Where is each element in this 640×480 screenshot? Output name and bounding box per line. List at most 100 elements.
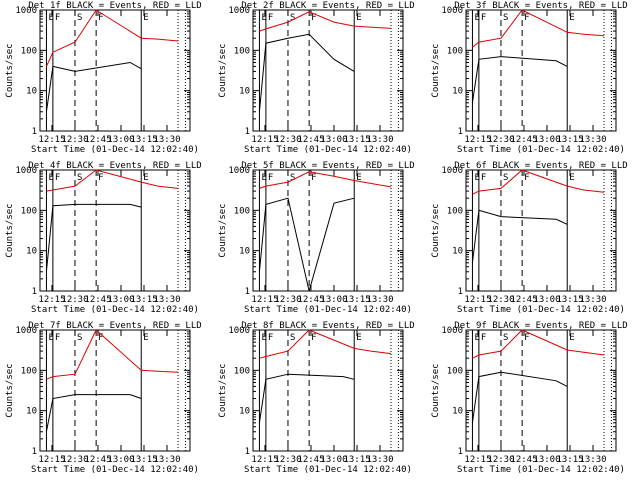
x-tick-label: 13:30 xyxy=(579,455,606,465)
lld-series-line xyxy=(472,329,605,359)
y-tick-label: 100 xyxy=(21,206,37,216)
x-tick-label: 12:45 xyxy=(297,455,324,465)
event-marker-label: S xyxy=(77,333,82,343)
x-tick-label: 13:30 xyxy=(153,295,180,305)
y-tick-label: 1 xyxy=(245,127,250,137)
x-tick-label: 13:00 xyxy=(320,455,347,465)
event-marker-label: F xyxy=(268,13,273,23)
event-marker-label: E xyxy=(48,333,53,343)
y-tick-label: 1000 xyxy=(441,166,463,176)
event-marker-label: F xyxy=(98,13,103,23)
x-tick-label: 13:30 xyxy=(366,135,393,145)
y-axis-label: Counts/sec xyxy=(5,43,15,97)
x-tick-label: 13:15 xyxy=(556,135,583,145)
y-tick-label: 1 xyxy=(245,287,250,297)
x-tick-label: 13:15 xyxy=(343,455,370,465)
chart-title: Det 4f BLACK = Events, RED = LLD xyxy=(28,161,201,171)
event-marker-label: S xyxy=(503,13,508,23)
event-marker-label: F xyxy=(98,333,103,343)
event-marker-label: E xyxy=(356,333,361,343)
x-tick-label: 12:30 xyxy=(274,135,301,145)
event-marker-label: F xyxy=(481,13,486,23)
y-tick-label: 10 xyxy=(26,407,37,417)
chart-panel-3: Det 3f BLACK = Events, RED = LLD 1 10 100 10… xyxy=(431,1,628,155)
y-tick-label: 1 xyxy=(458,447,463,457)
chart-title: Det 6f BLACK = Events, RED = LLD xyxy=(454,161,627,171)
x-tick-label: 12:45 xyxy=(84,135,111,145)
y-tick-label: 10 xyxy=(26,87,37,97)
chart-title: Det 5f BLACK = Events, RED = LLD xyxy=(241,161,414,171)
lld-series-line xyxy=(259,11,392,32)
y-tick-label: 100 xyxy=(21,46,37,56)
event-marker-label: S xyxy=(503,173,508,183)
y-tick-label: 1000 xyxy=(228,326,250,336)
x-tick-label: 12:15 xyxy=(251,455,278,465)
x-tick-label: 12:30 xyxy=(487,135,514,145)
events-series-line xyxy=(258,373,355,423)
x-tick-label: 12:30 xyxy=(487,455,514,465)
lld-series-line xyxy=(259,329,392,359)
x-axis-label: Start Time (01-Dec-14 12:02:40) xyxy=(457,465,625,475)
x-tick-label: 13:00 xyxy=(533,135,560,145)
lld-series-line xyxy=(472,169,605,195)
chart-panel-6: Det 6f BLACK = Events, RED = LLD 1 10 100 10… xyxy=(431,161,628,315)
chart-panel-1: Det 1f BLACK = Events, RED = LLD 1 10 100 10… xyxy=(5,1,202,155)
event-marker-label: E xyxy=(569,173,574,183)
x-axis-label: Start Time (01-Dec-14 12:02:40) xyxy=(457,145,625,155)
y-tick-label: 100 xyxy=(234,46,250,56)
y-tick-label: 1 xyxy=(458,127,463,137)
event-marker-label: E xyxy=(261,173,266,183)
y-tick-label: 1000 xyxy=(441,6,463,16)
event-marker-label: F xyxy=(98,173,103,183)
x-axis-label: Start Time (01-Dec-14 12:02:40) xyxy=(31,465,199,475)
y-tick-label: 100 xyxy=(447,206,463,216)
plot-frame xyxy=(465,9,617,132)
x-tick-label: 12:30 xyxy=(487,295,514,305)
x-tick-label: 12:45 xyxy=(510,455,537,465)
x-axis-label: Start Time (01-Dec-14 12:02:40) xyxy=(244,465,412,475)
x-tick-label: 12:45 xyxy=(84,455,111,465)
event-marker-label: E xyxy=(569,13,574,23)
y-axis-label: Counts/sec xyxy=(5,203,15,257)
chart-panel-8: Det 8f BLACK = Events, RED = LLD 1 10 100 10… xyxy=(218,321,415,475)
y-tick-label: 10 xyxy=(452,247,463,257)
x-tick-label: 13:15 xyxy=(130,455,157,465)
plot-frame xyxy=(465,169,617,292)
chart-panel-9: Det 9f BLACK = Events, RED = LLD 1 10 100 10… xyxy=(431,321,628,475)
events-series-line xyxy=(471,371,568,423)
event-marker-label: E xyxy=(48,13,53,23)
y-tick-label: 1000 xyxy=(15,166,37,176)
x-tick-label: 13:00 xyxy=(320,295,347,305)
x-tick-label: 13:15 xyxy=(556,295,583,305)
event-marker-label: F xyxy=(55,333,60,343)
x-tick-label: 13:30 xyxy=(579,135,606,145)
y-tick-label: 1000 xyxy=(228,166,250,176)
y-tick-label: 10 xyxy=(239,87,250,97)
chart-panel-5: Det 5f BLACK = Events, RED = LLD 1 10 100 10… xyxy=(218,161,415,315)
x-tick-label: 12:15 xyxy=(251,295,278,305)
x-axis-label: Start Time (01-Dec-14 12:02:40) xyxy=(457,305,625,315)
chart-title: Det 8f BLACK = Events, RED = LLD xyxy=(241,321,414,331)
x-tick-label: 12:15 xyxy=(464,135,491,145)
x-tick-label: 13:30 xyxy=(366,455,393,465)
y-tick-label: 1 xyxy=(245,447,250,457)
x-tick-label: 13:00 xyxy=(107,455,134,465)
chart-title: Det 1f BLACK = Events, RED = LLD xyxy=(28,1,201,11)
event-marker-label: E xyxy=(569,333,574,343)
event-marker-label: S xyxy=(290,173,295,183)
event-marker-label: F xyxy=(268,333,273,343)
x-tick-label: 12:30 xyxy=(274,455,301,465)
x-tick-label: 12:15 xyxy=(464,295,491,305)
y-tick-label: 1000 xyxy=(15,326,37,336)
event-marker-label: E xyxy=(261,13,266,23)
event-marker-label: E xyxy=(474,333,479,343)
lld-series-line xyxy=(45,9,179,67)
x-tick-label: 13:15 xyxy=(556,455,583,465)
chart-title: Det 3f BLACK = Events, RED = LLD xyxy=(454,1,627,11)
y-tick-label: 10 xyxy=(239,247,250,257)
y-tick-label: 100 xyxy=(447,46,463,56)
events-series-line xyxy=(45,394,142,432)
plot-frame xyxy=(252,169,404,292)
y-tick-label: 10 xyxy=(452,87,463,97)
